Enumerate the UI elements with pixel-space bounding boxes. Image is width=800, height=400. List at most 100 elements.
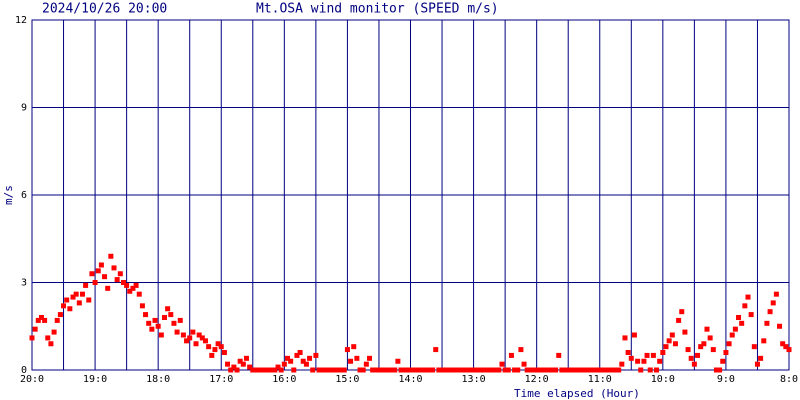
data-point (616, 367, 622, 373)
data-point (57, 312, 63, 318)
data-point (650, 352, 656, 358)
data-point (622, 335, 628, 341)
data-point (401, 367, 407, 373)
data-point (505, 367, 511, 373)
data-point (742, 303, 748, 309)
data-point (613, 367, 619, 373)
data-point (537, 367, 543, 373)
data-point (284, 355, 290, 361)
data-point (660, 350, 666, 355)
data-point (464, 367, 470, 373)
data-point (86, 297, 92, 303)
data-point (603, 367, 609, 373)
data-point (158, 332, 164, 338)
data-point (351, 344, 357, 350)
data-point (288, 358, 294, 364)
data-point (575, 367, 581, 373)
data-point (783, 344, 789, 350)
data-point (209, 352, 215, 358)
data-point (190, 329, 196, 335)
data-point (35, 317, 41, 323)
data-point (512, 367, 518, 373)
data-point (682, 329, 688, 335)
data-point (357, 367, 363, 373)
data-point (458, 367, 464, 373)
data-point (379, 367, 385, 373)
data-point (253, 367, 259, 373)
data-point (373, 367, 379, 373)
data-point (638, 367, 644, 373)
data-point (736, 315, 742, 320)
data-point (61, 303, 67, 309)
data-point (486, 367, 492, 373)
x-axis-title: Time elapsed (Hour) (514, 387, 640, 400)
data-point (515, 367, 521, 373)
data-point (578, 367, 584, 373)
data-point (587, 367, 593, 373)
data-point (98, 262, 104, 268)
data-point (483, 367, 489, 373)
data-point (310, 367, 316, 373)
data-point (398, 367, 404, 373)
data-point (146, 320, 152, 326)
x-tick-label: 9:0 (717, 374, 735, 385)
data-point (562, 367, 568, 373)
data-point (726, 341, 732, 347)
data-point (338, 367, 344, 373)
data-point (767, 309, 773, 315)
data-point (363, 361, 369, 367)
data-point (644, 352, 650, 358)
data-point (754, 361, 760, 367)
data-point (635, 358, 641, 364)
data-point (341, 367, 347, 373)
data-point (322, 367, 328, 373)
data-point (499, 361, 505, 367)
data-point (773, 291, 779, 297)
data-point (502, 367, 508, 373)
data-point (124, 282, 130, 288)
data-point (442, 367, 448, 373)
y-tick-label: 0 (21, 365, 27, 376)
data-point (723, 350, 729, 355)
data-point (436, 367, 442, 373)
data-point (237, 358, 243, 364)
data-point (42, 317, 48, 323)
data-point (540, 367, 546, 373)
data-point (155, 323, 161, 329)
data-point (590, 367, 596, 373)
y-tick-label: 6 (21, 190, 27, 201)
data-point (691, 361, 697, 367)
data-point (688, 355, 694, 361)
data-point (319, 367, 325, 373)
data-point (92, 280, 98, 285)
data-point (212, 347, 218, 353)
data-point (411, 367, 417, 373)
data-point (335, 367, 341, 373)
data-point (193, 341, 199, 347)
data-point (474, 367, 480, 373)
data-point (73, 291, 79, 297)
x-tick-label: 11:0 (588, 374, 612, 385)
x-tick-label: 15:0 (335, 374, 359, 385)
data-point (259, 367, 265, 373)
data-point (710, 347, 716, 353)
y-tick-label: 12 (15, 15, 27, 26)
data-point (657, 358, 663, 364)
data-point (720, 358, 726, 364)
data-point (202, 338, 208, 344)
data-point (272, 367, 278, 373)
data-point (177, 317, 183, 323)
data-point (300, 358, 306, 364)
data-point (83, 282, 89, 288)
data-point (111, 265, 117, 271)
data-point (777, 323, 783, 329)
data-point (584, 367, 590, 373)
data-point (572, 367, 578, 373)
data-point (549, 367, 555, 373)
data-point (745, 294, 751, 300)
data-point (275, 364, 281, 370)
data-point (376, 367, 382, 373)
data-point (174, 329, 180, 335)
data-point (672, 341, 678, 347)
